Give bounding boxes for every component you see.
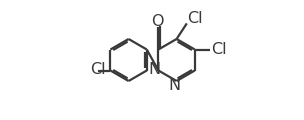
- Text: O: O: [152, 14, 164, 29]
- Text: N: N: [169, 78, 181, 93]
- Text: Cl: Cl: [187, 11, 203, 26]
- Text: Cl: Cl: [90, 62, 105, 77]
- Text: Cl: Cl: [211, 42, 227, 57]
- Text: N: N: [148, 62, 161, 77]
